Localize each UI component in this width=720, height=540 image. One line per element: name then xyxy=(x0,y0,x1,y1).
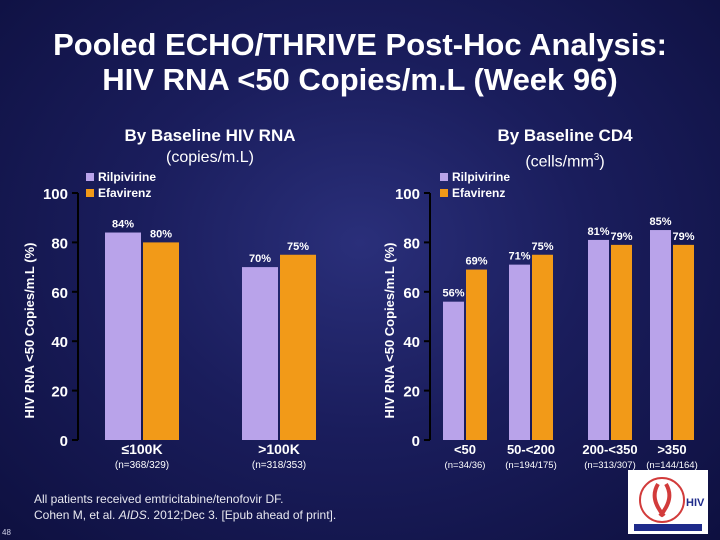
right-bar-label: 56% xyxy=(442,288,464,300)
left-bar-rilpivirine xyxy=(105,232,141,440)
right-category-n: (n=34/36) xyxy=(445,460,486,471)
right-category-n: (n=194/175) xyxy=(505,460,557,471)
right-bar-label: 71% xyxy=(508,251,530,263)
right-bar-label: 79% xyxy=(672,231,694,243)
right-bar-rilpivirine xyxy=(509,264,530,440)
right-bar-label: 85% xyxy=(649,216,671,228)
left-chart-title: By Baseline HIV RNA xyxy=(124,126,296,145)
left-chart-subtitle: (copies/m.L) xyxy=(165,149,255,166)
left-y-tick-label: 0 xyxy=(60,433,68,450)
left-y-axis-label: HIV RNA <50 Copies/m.L (%) xyxy=(22,243,37,419)
footnote-line2: Cohen M, et al. AIDS. 2012;Dec 3. [Epub … xyxy=(34,508,337,522)
right-y-tick-label: 0 xyxy=(412,433,420,450)
right-y-tick-label: 80 xyxy=(403,235,420,252)
right-legend-swatch xyxy=(440,189,448,197)
conference-logo: HIV xyxy=(628,470,708,534)
right-category-n: (n=144/164) xyxy=(646,460,698,471)
footnote-line1: All patients received emtricitabine/teno… xyxy=(34,492,284,506)
ribbon-logo-icon: HIV xyxy=(634,477,705,531)
left-legend-label: Rilpivirine xyxy=(98,170,156,184)
right-y-tick-label: 100 xyxy=(395,186,420,203)
right-y-tick-label: 20 xyxy=(403,384,420,401)
right-bar-efavirenz xyxy=(611,244,632,440)
right-bar-rilpivirine xyxy=(588,239,609,440)
left-category-label: ≤100K xyxy=(121,441,162,457)
left-bar-efavirenz xyxy=(143,242,179,440)
right-chart-subtitle: (cells/mm3) xyxy=(525,152,605,171)
right-category-n: (n=313/307) xyxy=(584,460,636,471)
left-legend-swatch xyxy=(86,189,94,197)
right-category-label: <50 xyxy=(454,442,476,457)
right-y-tick-label: 60 xyxy=(403,285,420,302)
right-legend-label: Efavirenz xyxy=(452,186,505,200)
left-y-tick-label: 60 xyxy=(51,285,68,302)
right-category-label: 50-<200 xyxy=(507,442,555,457)
right-y-tick-label: 40 xyxy=(403,334,420,351)
left-y-tick-label: 20 xyxy=(51,384,68,401)
right-bar-efavirenz xyxy=(532,254,553,440)
left-bar-label: 80% xyxy=(150,228,172,240)
right-bar-rilpivirine xyxy=(650,230,671,440)
right-bar-efavirenz xyxy=(466,269,487,440)
left-y-tick-label: 40 xyxy=(51,334,68,351)
right-category-label: >350 xyxy=(657,442,686,457)
left-category-n: (n=368/329) xyxy=(115,460,169,471)
slide-title-line2: HIV RNA <50 Copies/m.L (Week 96) xyxy=(102,62,618,97)
left-y-tick-label: 100 xyxy=(43,186,68,203)
right-legend-swatch xyxy=(440,173,448,181)
left-legend-swatch xyxy=(86,173,94,181)
page-number: 48 xyxy=(2,528,11,537)
right-category-label: 200-<350 xyxy=(582,442,637,457)
left-legend-label: Efavirenz xyxy=(98,186,151,200)
left-category-n: (n=318/353) xyxy=(252,460,306,471)
left-bar-rilpivirine xyxy=(242,267,278,440)
left-y-tick-label: 80 xyxy=(51,235,68,252)
left-bar-label: 84% xyxy=(112,219,134,231)
right-bar-efavirenz xyxy=(673,244,694,440)
right-bar-label: 81% xyxy=(587,226,609,238)
left-bar-label: 70% xyxy=(249,253,271,265)
slide-title-line1: Pooled ECHO/THRIVE Post-Hoc Analysis: xyxy=(53,27,667,62)
left-bar-efavirenz xyxy=(280,254,316,440)
right-y-axis-label: HIV RNA <50 Copies/m.L (%) xyxy=(382,243,397,419)
right-bar-label: 75% xyxy=(531,241,553,253)
right-chart-title: By Baseline CD4 xyxy=(497,126,633,145)
right-legend-label: Rilpivirine xyxy=(452,170,510,184)
left-category-label: >100K xyxy=(258,441,300,457)
right-bar-rilpivirine xyxy=(443,301,464,440)
right-bar-label: 79% xyxy=(610,231,632,243)
left-bar-label: 75% xyxy=(287,241,309,253)
logo-text: HIV xyxy=(686,497,705,509)
right-bar-label: 69% xyxy=(465,256,487,268)
